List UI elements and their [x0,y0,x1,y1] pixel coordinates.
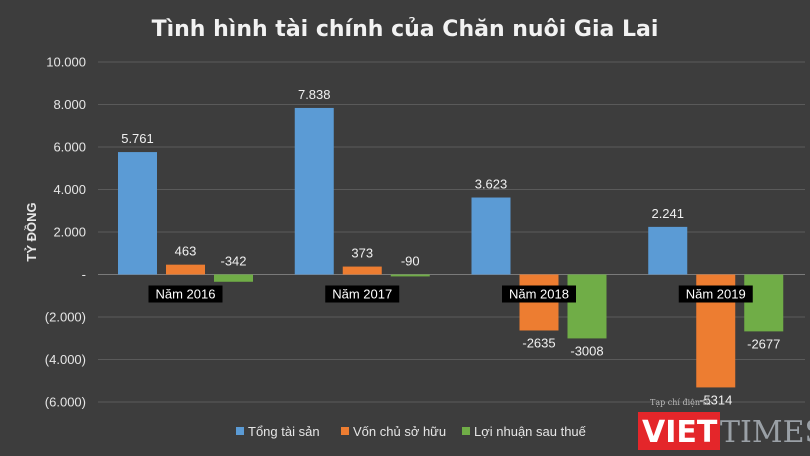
data-label: -3008 [570,343,603,358]
data-labels: 5.761 463 -342 Năm 2016 7.838 373 -90 Năm 2017 3… [121,87,780,407]
legend-label: Tổng tài sản [248,424,320,439]
bar [118,152,157,275]
category-label-bg [502,285,576,303]
y-axis-label: TỶ ĐỒNG [24,202,39,261]
legend-label: Lợi nhuận sau thuế [474,424,587,439]
watermark-brand-right: TIMES [720,415,810,450]
watermark-brand-left: VIET [642,415,718,450]
data-label: -342 [220,254,246,269]
data-label: -5314 [699,392,732,407]
legend: Tổng tài sản Vốn chủ sở hữu Lợi nhuận sau … [236,424,587,439]
y-tick-label: (4.000) [45,352,86,367]
data-label: 373 [351,246,373,261]
data-label: 5.761 [121,131,154,146]
y-tick-label: (6.000) [45,395,86,410]
bar [390,274,430,277]
data-label: -2677 [747,336,780,351]
bar [294,107,334,275]
vietimes-watermark: Tạp chí điện tử VIET TIMES [638,398,810,450]
category-label: Năm 2017 [332,287,392,302]
data-label: 3.623 [475,177,508,192]
y-tick-label: 4.000 [53,182,86,197]
y-tick-label: 10.000 [46,55,86,70]
bar [567,274,607,339]
category-label-bg [148,285,223,303]
category-label: Năm 2019 [686,287,746,302]
bar [648,226,688,275]
bar [744,274,784,332]
legend-swatch [341,427,349,435]
y-tick-label: 8.000 [53,97,86,112]
data-label: 7.838 [298,87,331,102]
category-label-bg [325,285,400,303]
legend-swatch [236,427,244,435]
watermark-caption: Tạp chí điện tử [650,398,712,407]
y-tick-label: - [82,267,86,282]
watermark-red-block [638,412,720,450]
category-label: Năm 2016 [156,287,216,302]
legend-label: Vốn chủ sở hữu [353,424,446,439]
data-label: -90 [401,254,420,269]
data-label: 2.241 [651,206,684,221]
bar [214,274,253,282]
bar [166,264,205,275]
data-label: -2635 [522,335,555,350]
y-tick-label: (2.000) [45,310,86,325]
bars [118,107,784,388]
chart-title: Tình hình tài chính của Chăn nuôi Gia La… [152,17,659,42]
data-label: 463 [175,244,197,259]
y-tick-label: 6.000 [53,140,86,155]
y-tick-label: 2.000 [53,225,86,240]
legend-swatch [462,427,470,435]
category-label: Năm 2018 [509,287,569,302]
bar [342,266,382,275]
bar [471,197,511,275]
category-label-bg [678,285,753,303]
